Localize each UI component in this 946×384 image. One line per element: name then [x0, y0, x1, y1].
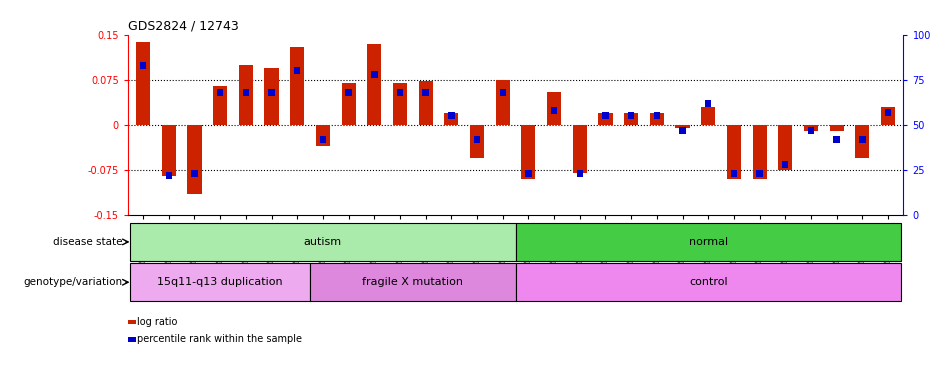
- Text: log ratio: log ratio: [137, 317, 177, 327]
- Bar: [371, 71, 377, 78]
- Bar: [131, 223, 516, 261]
- Bar: [265, 68, 279, 125]
- Bar: [650, 113, 664, 125]
- Bar: [572, 125, 587, 173]
- Bar: [521, 125, 535, 179]
- Bar: [705, 99, 711, 107]
- Text: 15q11-q13 duplication: 15q11-q13 duplication: [157, 277, 283, 287]
- Bar: [294, 67, 301, 74]
- Bar: [243, 89, 249, 96]
- Bar: [599, 113, 612, 125]
- Bar: [162, 125, 176, 176]
- Bar: [474, 136, 481, 143]
- Bar: [757, 170, 762, 177]
- Bar: [701, 107, 715, 125]
- Bar: [804, 125, 818, 131]
- Bar: [496, 80, 510, 125]
- Bar: [316, 125, 330, 146]
- Bar: [418, 81, 432, 125]
- Bar: [654, 112, 660, 119]
- Bar: [238, 65, 253, 125]
- Bar: [217, 89, 223, 96]
- Text: control: control: [689, 277, 727, 287]
- Bar: [342, 83, 356, 125]
- Bar: [290, 46, 305, 125]
- Text: fragile X mutation: fragile X mutation: [362, 277, 464, 287]
- Bar: [576, 170, 583, 177]
- Bar: [675, 125, 690, 128]
- Text: disease state: disease state: [54, 237, 123, 247]
- Bar: [859, 136, 866, 143]
- Bar: [423, 89, 429, 96]
- Bar: [855, 125, 869, 158]
- Bar: [779, 125, 793, 170]
- Bar: [752, 125, 766, 179]
- Bar: [547, 92, 561, 125]
- Bar: [830, 125, 844, 131]
- Text: genotype/variation: genotype/variation: [24, 277, 123, 287]
- Bar: [730, 170, 737, 177]
- Bar: [525, 170, 532, 177]
- Bar: [881, 107, 895, 125]
- Text: GDS2824 / 12743: GDS2824 / 12743: [128, 19, 238, 32]
- Bar: [624, 113, 639, 125]
- Bar: [551, 107, 557, 114]
- Bar: [470, 125, 484, 158]
- Bar: [516, 223, 901, 261]
- Bar: [393, 83, 407, 125]
- Bar: [885, 109, 891, 116]
- Bar: [187, 125, 201, 194]
- Bar: [310, 263, 516, 301]
- Bar: [345, 89, 352, 96]
- Text: percentile rank within the sample: percentile rank within the sample: [137, 334, 302, 344]
- Bar: [136, 42, 150, 125]
- Bar: [140, 62, 147, 69]
- Bar: [396, 89, 403, 96]
- Bar: [782, 161, 788, 168]
- Bar: [603, 112, 608, 119]
- Bar: [213, 86, 227, 125]
- Bar: [320, 136, 326, 143]
- Bar: [499, 89, 506, 96]
- Bar: [367, 44, 381, 125]
- Bar: [131, 263, 310, 301]
- Bar: [727, 125, 741, 179]
- Bar: [833, 136, 840, 143]
- Bar: [448, 112, 455, 119]
- Bar: [516, 263, 901, 301]
- Text: normal: normal: [689, 237, 727, 247]
- Bar: [445, 113, 459, 125]
- Text: autism: autism: [304, 237, 342, 247]
- Bar: [808, 127, 815, 134]
- Bar: [628, 112, 635, 119]
- Bar: [166, 172, 172, 179]
- Bar: [269, 89, 274, 96]
- Bar: [191, 170, 198, 177]
- Bar: [679, 127, 686, 134]
